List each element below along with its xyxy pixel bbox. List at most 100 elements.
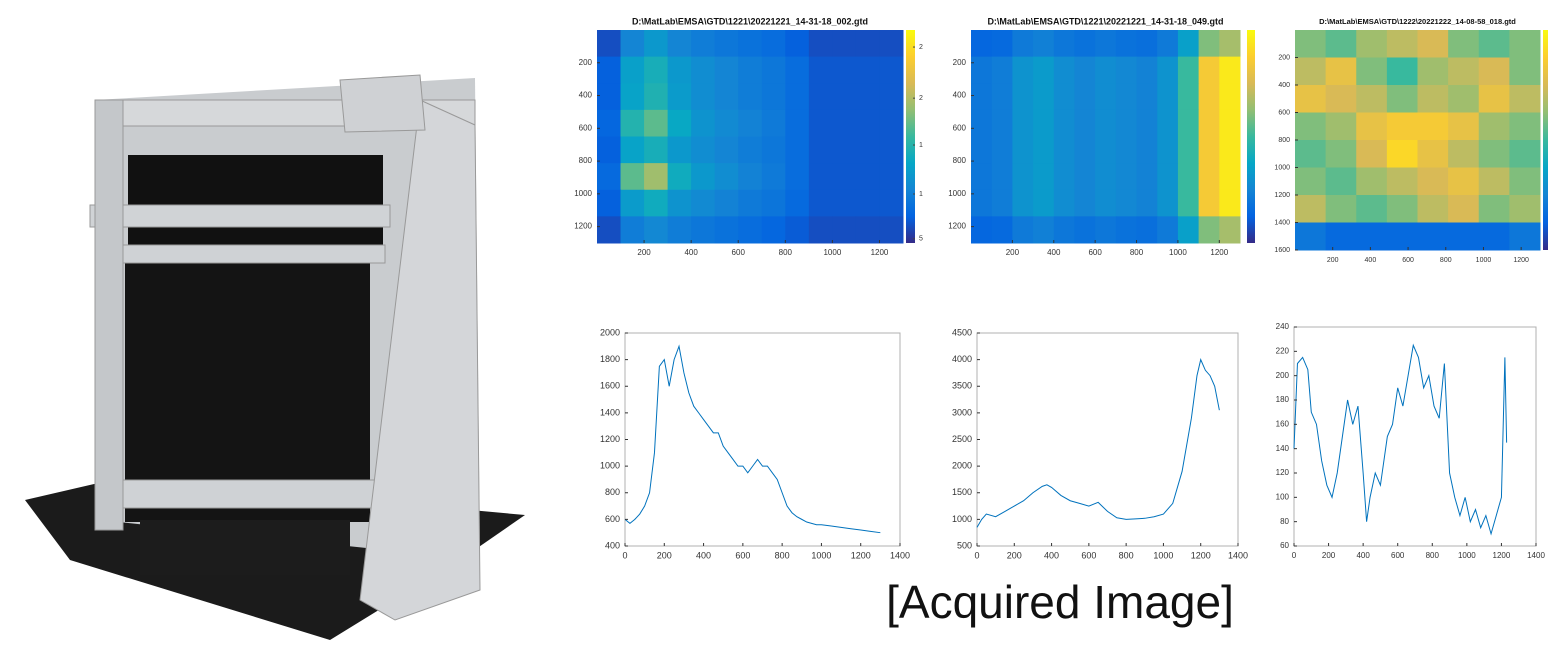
y-tick-label: 600 bbox=[605, 514, 620, 524]
heatmap-cell bbox=[714, 216, 739, 244]
y-tick-label: 1800 bbox=[600, 354, 620, 364]
heatmap-cell bbox=[1053, 30, 1075, 58]
x-tick-label: 600 bbox=[735, 550, 750, 560]
line-chart: 0 200 400 600 800 1000 1200 1400 400 600 800 1000 12… bbox=[600, 327, 910, 560]
bottom-rail bbox=[94, 479, 396, 509]
plot-area bbox=[624, 332, 901, 547]
left-post bbox=[94, 99, 124, 531]
y-tick-label: 4000 bbox=[952, 354, 972, 364]
heatmap-cell bbox=[1386, 140, 1418, 168]
heatmap-cell bbox=[1219, 136, 1241, 164]
heatmap-cell bbox=[1157, 109, 1179, 137]
y-tick-label: 200 bbox=[579, 58, 593, 67]
heatmap-cell bbox=[1356, 167, 1388, 196]
x-tick-label: 0 bbox=[974, 550, 979, 560]
heatmap-cell bbox=[808, 109, 833, 137]
heatmap-cell bbox=[738, 56, 763, 84]
heatmap-cell bbox=[1325, 167, 1357, 196]
heatmap-cell bbox=[1509, 195, 1541, 223]
y-tick-label: 1200 bbox=[948, 222, 966, 231]
heatmap-cell bbox=[1157, 189, 1179, 217]
heatmap-cell bbox=[1177, 56, 1200, 84]
heatmap-cell bbox=[644, 189, 669, 217]
heatmap-cell bbox=[1074, 83, 1096, 111]
heatmap-cell bbox=[971, 189, 993, 217]
heatmap-cell bbox=[620, 30, 645, 58]
colorbar-tick-label: 1 bbox=[919, 142, 923, 149]
heatmap-cell bbox=[785, 216, 810, 244]
heatmap-cell bbox=[971, 109, 993, 137]
heatmap-cell bbox=[667, 136, 692, 164]
heatmap-cell bbox=[1198, 109, 1220, 137]
heatmap-cell bbox=[1356, 30, 1388, 58]
heatmap-cell bbox=[1033, 189, 1055, 217]
heatmap-cell bbox=[761, 109, 786, 137]
heatmap-cell bbox=[1074, 136, 1096, 164]
colorbar bbox=[1543, 30, 1548, 250]
heatmap-cell bbox=[1053, 163, 1075, 191]
heatmap-cell bbox=[1295, 222, 1327, 251]
x-tick-label: 400 bbox=[684, 248, 698, 257]
heatmap-cell bbox=[1033, 56, 1055, 84]
heatmap-cell bbox=[1074, 163, 1096, 191]
heatmap-cell bbox=[1219, 56, 1241, 84]
heatmap-cell bbox=[1356, 140, 1388, 168]
heatmap-cell bbox=[1417, 222, 1449, 251]
heatmap-cell bbox=[1115, 56, 1138, 84]
heatmap-cell bbox=[597, 189, 622, 217]
heatmap-cell bbox=[1295, 30, 1327, 58]
heatmap-chart: 2 2 1 1 5 D:\MatLab\EMSA\GTD\1221\20221221_14… bbox=[574, 16, 923, 257]
heatmap-cell bbox=[714, 83, 739, 111]
heatmap-cell bbox=[785, 189, 810, 217]
heatmap-cell bbox=[714, 30, 739, 58]
x-tick-label: 1000 bbox=[811, 550, 831, 560]
heatmap-cell bbox=[832, 56, 857, 84]
y-tick-label: 1000 bbox=[574, 189, 592, 198]
heatmap-cell bbox=[1198, 30, 1220, 58]
heatmap-cell bbox=[644, 136, 669, 164]
heatmap-cell bbox=[1386, 222, 1418, 251]
heatmap-cell bbox=[1012, 189, 1034, 217]
heatmap-cell bbox=[1012, 136, 1034, 164]
colorbar-tick-label: 2 bbox=[919, 95, 923, 102]
heatmap-cell bbox=[1325, 222, 1357, 251]
heatmap-cell bbox=[714, 109, 739, 137]
heatmap-cell bbox=[1386, 57, 1418, 86]
heatmap-cell bbox=[1177, 163, 1200, 191]
heatmap-cell bbox=[879, 163, 904, 191]
heatmap-cell bbox=[738, 216, 763, 244]
heatmap-cell bbox=[620, 136, 645, 164]
heatmap-cell bbox=[1012, 109, 1034, 137]
heatmap-cell bbox=[1033, 109, 1055, 137]
heatmap-cell bbox=[879, 30, 904, 58]
heatmap-cell bbox=[1325, 112, 1357, 141]
heatmap-cell bbox=[855, 30, 880, 58]
x-tick-label: 800 bbox=[1130, 248, 1144, 257]
heatmap-cell bbox=[1325, 30, 1357, 58]
heatmap-cell bbox=[1448, 112, 1480, 141]
heatmap-cell bbox=[832, 30, 857, 58]
heatmap-cell bbox=[879, 216, 904, 244]
heatmap-cell bbox=[1198, 189, 1220, 217]
heatmap-cell bbox=[738, 163, 763, 191]
heatmap-cell bbox=[808, 189, 833, 217]
heatmap-cell bbox=[620, 83, 645, 111]
heatmap-cell bbox=[1115, 136, 1138, 164]
y-tick-label: 1000 bbox=[600, 461, 620, 471]
heatmap-cell bbox=[1509, 30, 1541, 58]
heatmap-cell bbox=[691, 30, 716, 58]
heatmap-cell bbox=[597, 216, 622, 244]
line-chart: 0 200 400 600 800 1000 1200 1400 60 80 100 120 140 16… bbox=[1276, 322, 1546, 560]
heatmap-cell bbox=[667, 216, 692, 244]
heatmap-cell bbox=[1417, 57, 1449, 86]
heatmap-cell bbox=[691, 83, 716, 111]
heatmap-cell bbox=[1386, 112, 1418, 141]
heatmap-cell bbox=[1033, 136, 1055, 164]
heatmap-cell bbox=[991, 56, 1013, 84]
heatmap-cell bbox=[1417, 140, 1449, 168]
heatmap-cell bbox=[620, 56, 645, 84]
heatmap-cell bbox=[1448, 140, 1480, 168]
heatmap-cell bbox=[808, 56, 833, 84]
heatmap-cell bbox=[1095, 109, 1117, 137]
heatmap-cell bbox=[1136, 109, 1158, 137]
